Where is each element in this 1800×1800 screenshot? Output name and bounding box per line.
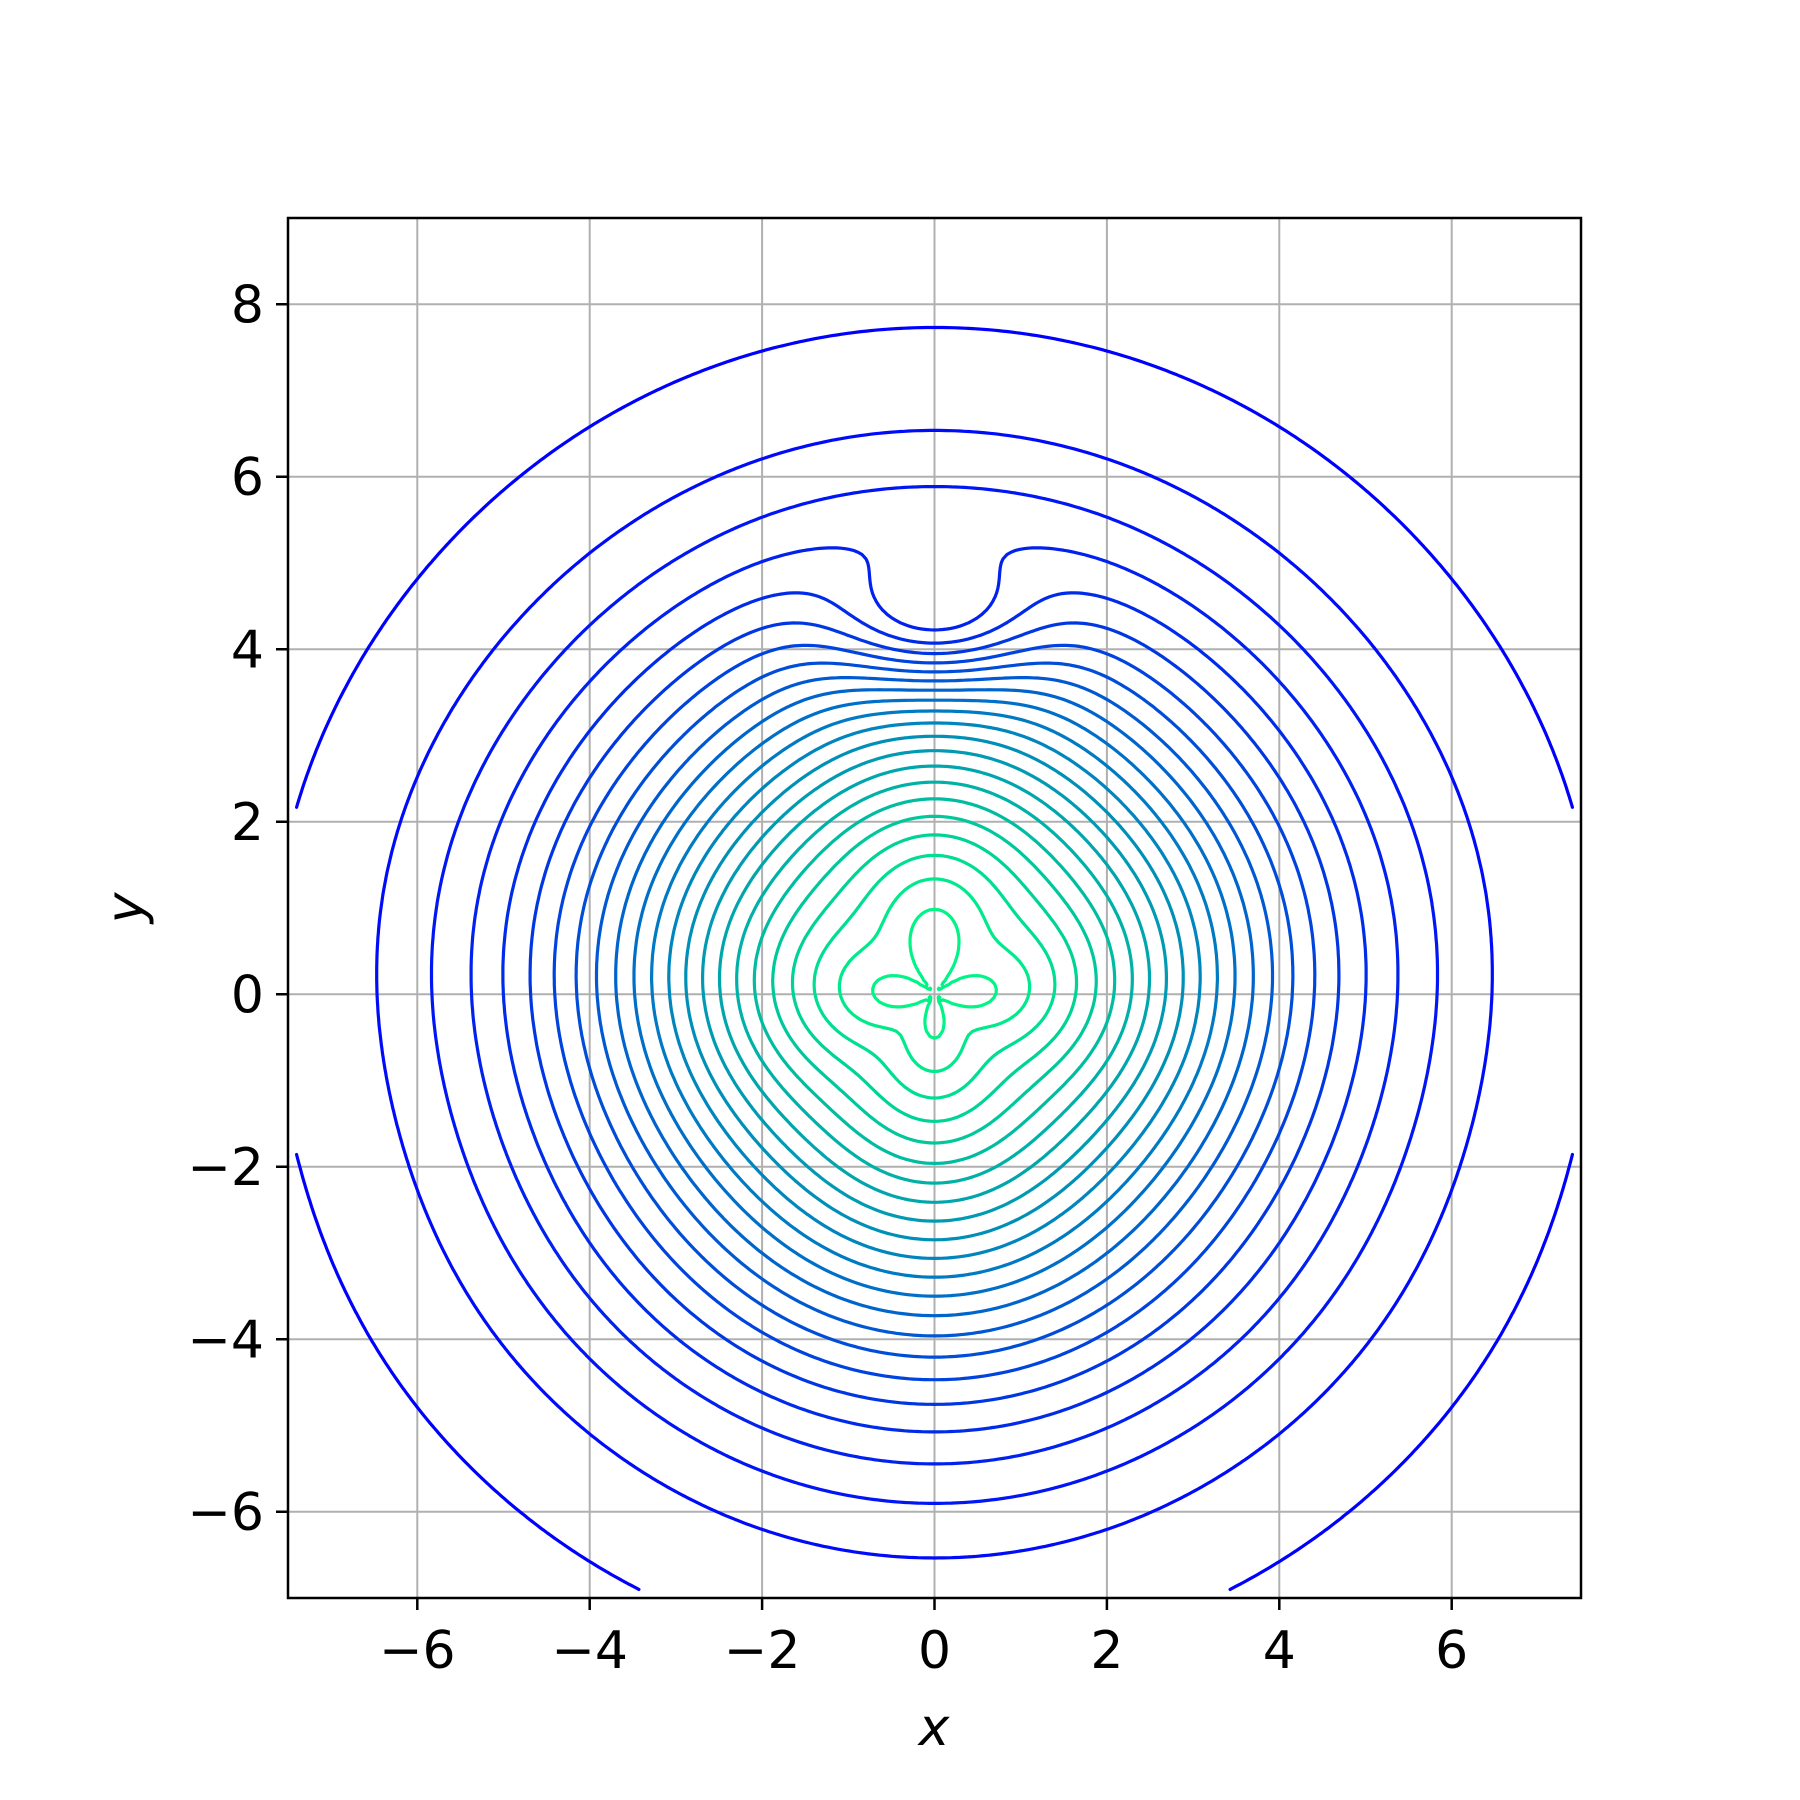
contour-line-level-16 [717, 764, 1152, 1204]
contour-line-level-4 [469, 546, 1400, 1466]
contour-line-level-22 [837, 877, 1032, 1074]
contour-line-level-9 [594, 676, 1275, 1338]
x-tick-label: −6 [379, 1621, 456, 1681]
x-tick-label: 2 [1090, 1621, 1123, 1681]
contour-line-level-14 [684, 734, 1185, 1242]
contour-line-level-10 [614, 688, 1255, 1318]
y-tick-label: 8 [231, 275, 264, 335]
axis-ticks: −6 −4 −2 0 2 4 6 −6 −4 −2 0 2 4 6 8 [187, 275, 1468, 1681]
x-tick-label: 6 [1435, 1621, 1468, 1681]
contour-line-level-15 [701, 749, 1168, 1223]
contour-line-level-19 [771, 814, 1098, 1145]
contour-line-level-11 [632, 698, 1237, 1298]
contour-lines [295, 325, 1574, 1591]
contour-line-level-8 [574, 661, 1295, 1359]
contour-line-level-23 [871, 907, 998, 1040]
x-tick-label: −4 [551, 1621, 628, 1681]
contour-line-level-7 [552, 643, 1317, 1382]
contour-line-level-20 [790, 833, 1079, 1123]
y-tick-label: −4 [187, 1310, 264, 1370]
contour-line-level-2 [375, 428, 1494, 1560]
y-tick-label: −6 [187, 1483, 264, 1543]
y-tick-label: −2 [187, 1138, 264, 1198]
contour-line-level-13 [667, 721, 1202, 1260]
contour-line-level-3 [429, 485, 1440, 1505]
contour-line-level-17 [735, 780, 1134, 1185]
contour-line-level-1 [295, 325, 1574, 1591]
y-tick-label: 0 [231, 965, 264, 1025]
y-axis-label: y [96, 891, 156, 925]
contour-line-level-18 [752, 797, 1117, 1165]
contour-line-level-6 [528, 621, 1341, 1406]
x-tick-label: 0 [918, 1621, 951, 1681]
y-tick-label: 4 [231, 620, 264, 680]
contour-line-level-5 [501, 591, 1368, 1434]
x-axis-label: x [917, 1698, 951, 1758]
y-tick-label: 6 [231, 448, 264, 508]
contour-line-level-21 [812, 853, 1057, 1100]
x-tick-label: 4 [1263, 1621, 1296, 1681]
y-tick-label: 2 [231, 793, 264, 853]
contour-line-level-12 [650, 709, 1219, 1279]
x-tick-label: −2 [724, 1621, 801, 1681]
